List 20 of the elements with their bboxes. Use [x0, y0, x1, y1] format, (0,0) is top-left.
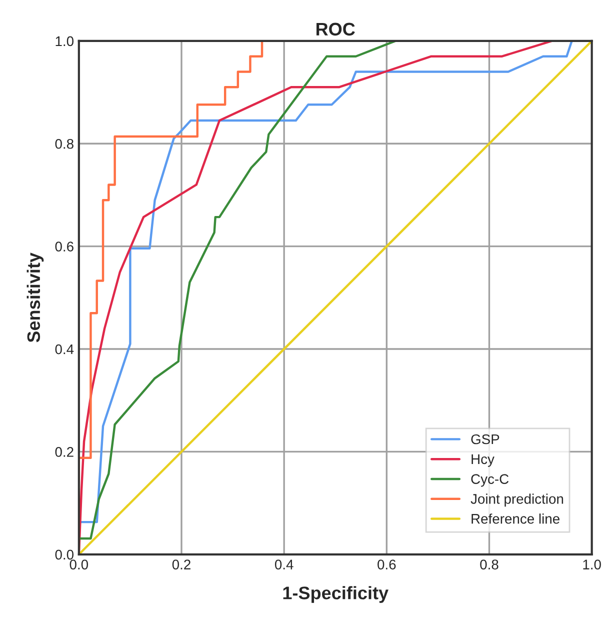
y-tick-label: 0.6: [55, 242, 74, 252]
legend-label: Hcy: [472, 454, 494, 467]
x-axis-title: 1-Specificity: [283, 586, 388, 603]
y-tick-label: 0.0: [55, 550, 74, 560]
x-tick-label: 0.2: [172, 560, 190, 570]
y-tick-label: 0.4: [55, 344, 74, 354]
legend-label: GSP: [471, 434, 500, 444]
legend-label: Cyc-C: [471, 474, 509, 487]
legend-label: Joint prediction: [470, 494, 564, 507]
legend-label: Reference line: [472, 514, 560, 524]
y-tick-label: 1.0: [56, 36, 74, 46]
y-axis-title: Sensitivity: [26, 252, 44, 342]
x-tick-label: 0.4: [274, 560, 294, 570]
y-tick-label: 0.8: [55, 138, 74, 149]
x-tick-label: 1.0: [583, 560, 601, 570]
x-tick-label: 0.0: [70, 560, 88, 570]
chart-title: ROC: [316, 22, 355, 36]
x-tick-label: 0.6: [378, 560, 396, 570]
y-tick-label: 0.2: [55, 447, 74, 457]
x-tick-label: 0.8: [480, 560, 498, 570]
